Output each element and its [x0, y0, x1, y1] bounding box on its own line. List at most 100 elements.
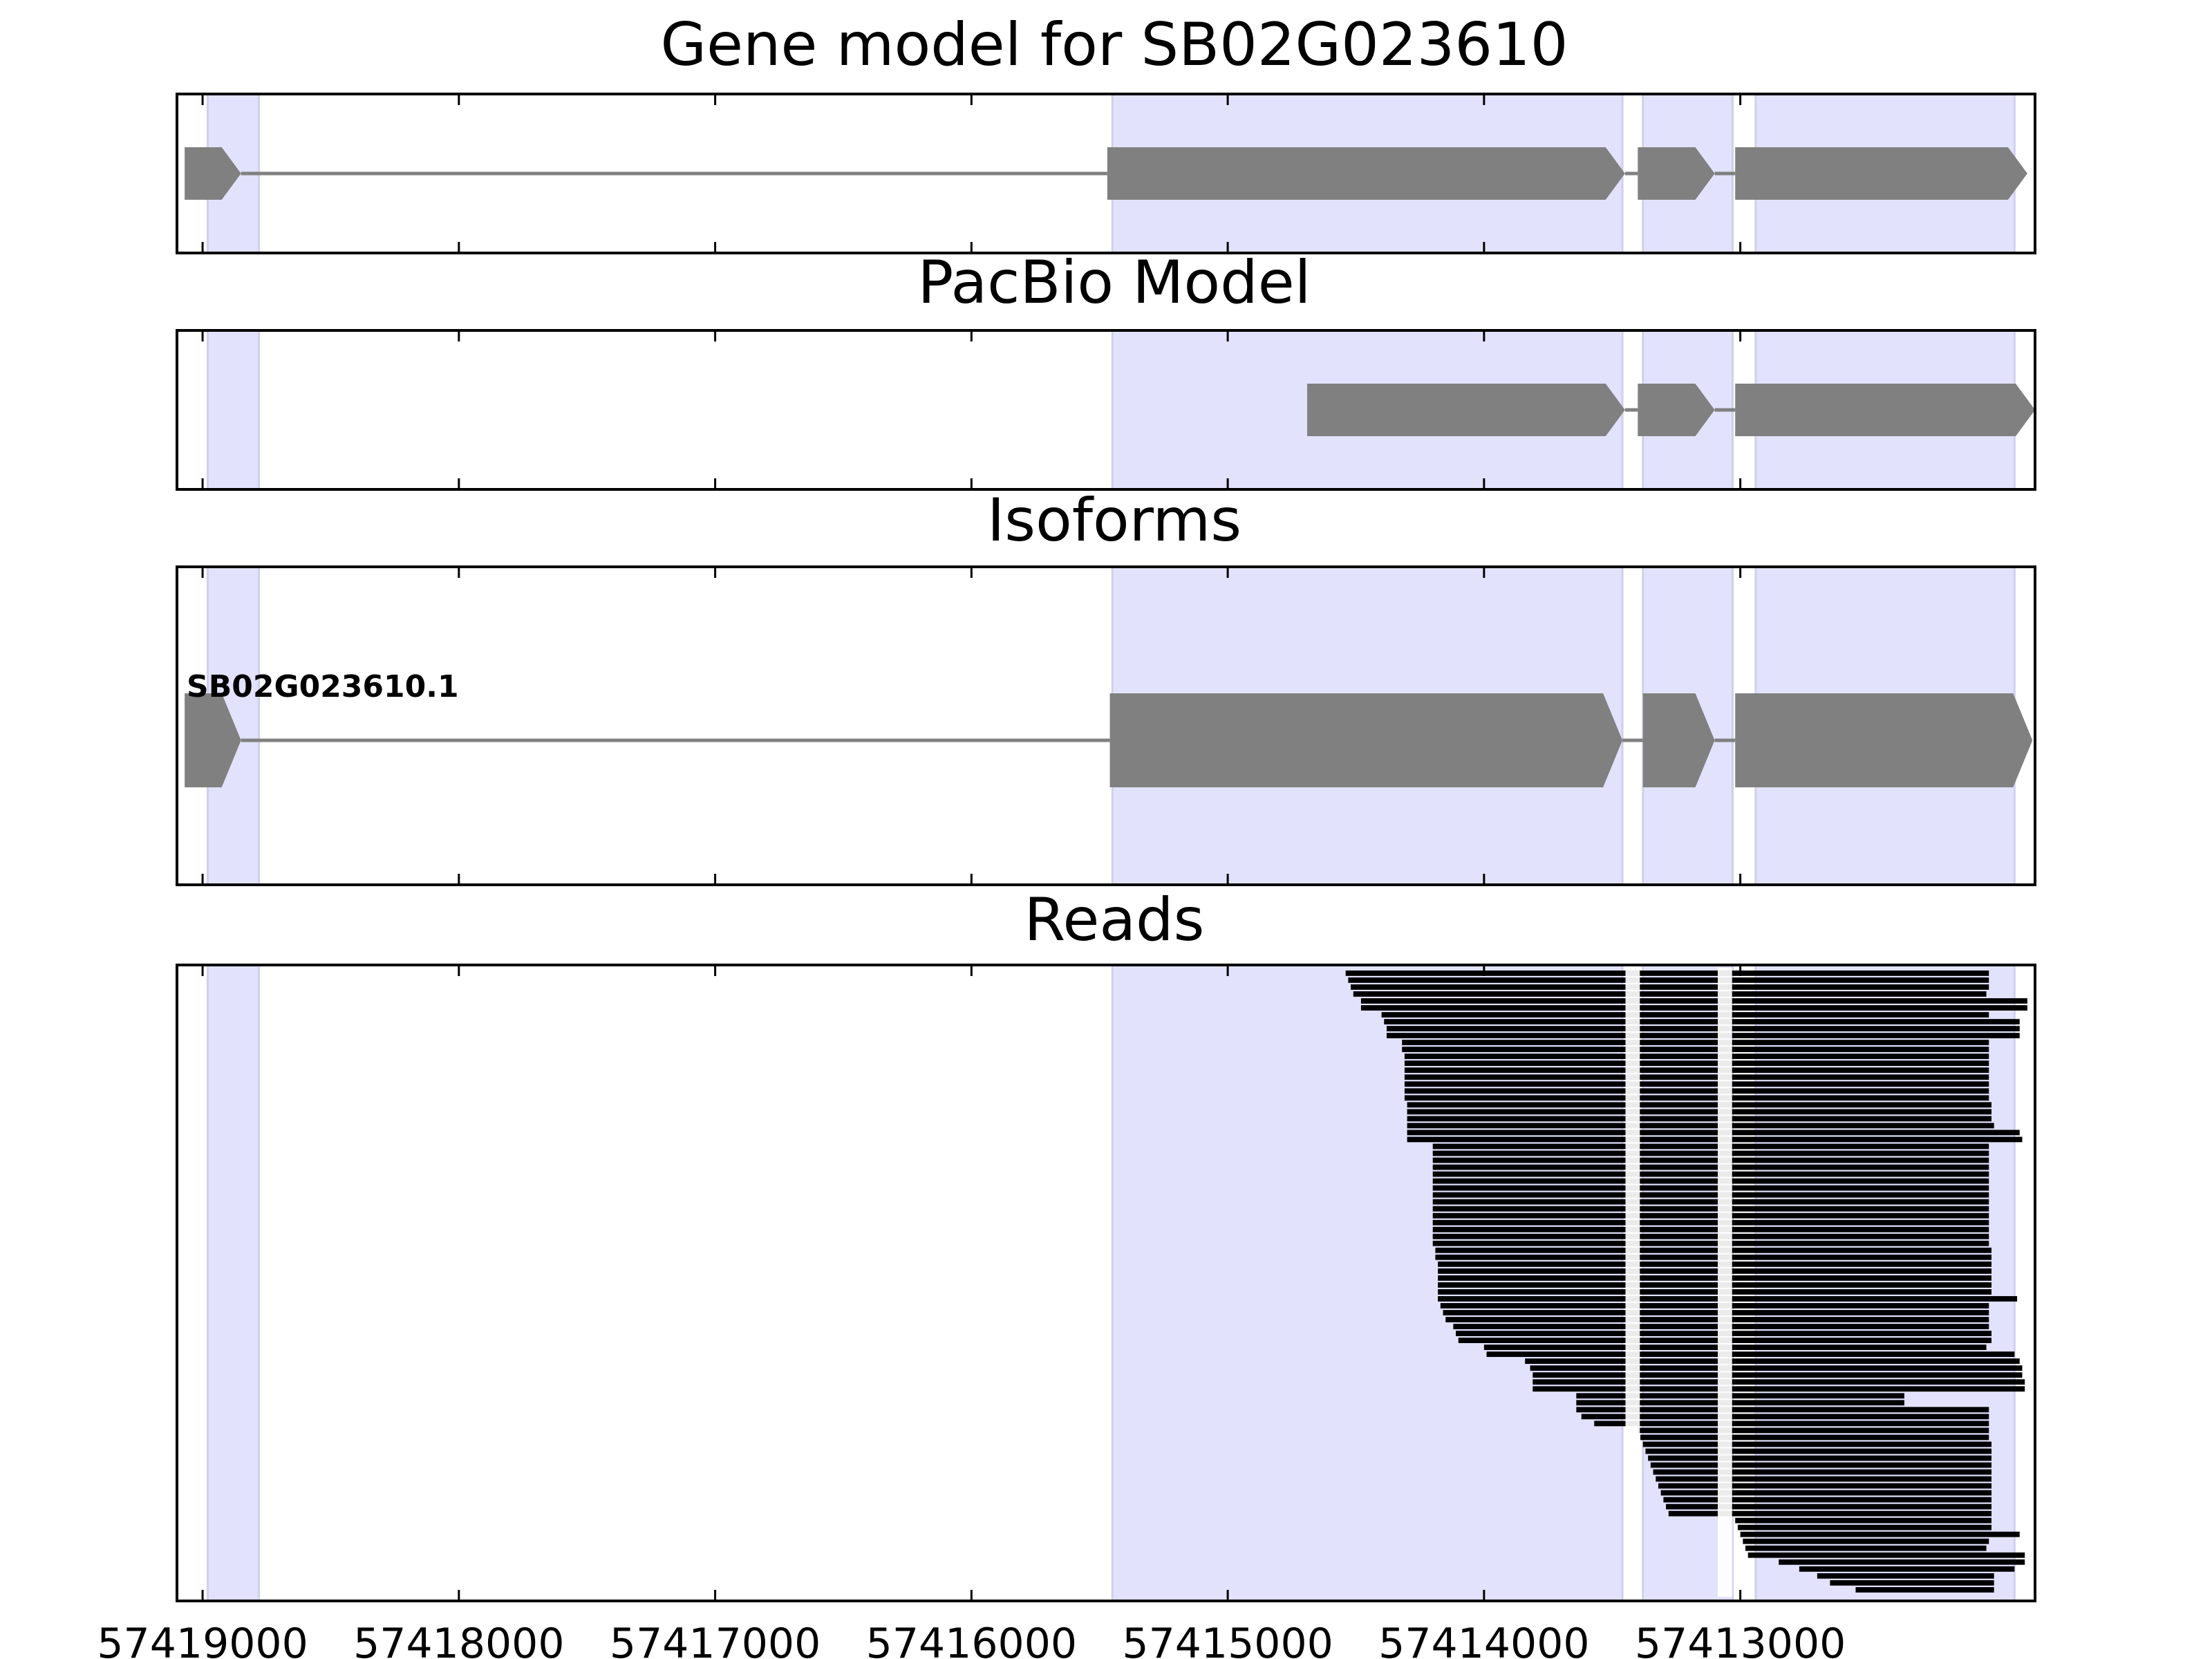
x-axis-tick-labels: 57419000 57418000 57417000 57416000 5741… — [97, 1620, 1846, 1659]
read-bar — [1648, 1455, 1991, 1461]
read-bar — [1438, 1275, 1991, 1281]
panel-frame — [176, 964, 2036, 1602]
read-bar — [1438, 1268, 1991, 1274]
read-bar — [1663, 1497, 1991, 1503]
read-bar — [1345, 971, 1989, 976]
read-bar — [1432, 1212, 1989, 1219]
read-bar — [1830, 1580, 1994, 1586]
read-bar — [1386, 1033, 2020, 1039]
read-bar — [1656, 1476, 1991, 1482]
read-bar — [1404, 1060, 1989, 1067]
read-bar — [1737, 1524, 1991, 1530]
exon-highlight-band — [206, 329, 261, 491]
read-bar — [1650, 1462, 1991, 1468]
exon-block — [1642, 693, 1715, 787]
read-bar — [1407, 1116, 1991, 1122]
read-bar — [1666, 1503, 1991, 1510]
read-bar — [1348, 977, 1989, 983]
read-bar — [1581, 1414, 1989, 1420]
exon-block — [185, 693, 241, 787]
read-bar — [1638, 1427, 1989, 1434]
read-bar — [1445, 1317, 1989, 1322]
read-bar — [1440, 1303, 1989, 1309]
read-bar — [1384, 1019, 2020, 1024]
read-bar — [1402, 1040, 1989, 1046]
x-tick-label: 57418000 — [353, 1620, 564, 1659]
read-bar — [1747, 1552, 2025, 1558]
gene-model-plot — [176, 93, 2036, 254]
read-bar — [1404, 1074, 1989, 1080]
read-bar — [1404, 1088, 1989, 1094]
read-bar — [1530, 1365, 2023, 1371]
intron-gap — [1625, 968, 1640, 1597]
panel-title-pacbio-model: PacBio Model — [917, 248, 1311, 317]
read-bar — [1533, 1386, 2025, 1392]
panel-gene-model: Gene model for SB02G023610 — [176, 10, 2036, 254]
read-bar — [1658, 1483, 1991, 1489]
read-bar — [1735, 1517, 1991, 1524]
reads-plot — [176, 964, 2036, 1602]
exon-block — [1638, 384, 1715, 436]
read-bar — [1483, 1344, 1987, 1351]
read-bar — [1432, 1240, 1989, 1246]
read-bar — [1533, 1372, 2023, 1378]
panel-isoforms: Isoforms SB02G023610.1 — [176, 486, 2036, 886]
read-bar — [1351, 984, 1989, 990]
read-bar — [1404, 1067, 1989, 1074]
panel-title-reads: Reads — [1024, 885, 1205, 955]
exon-block — [1735, 384, 2035, 436]
read-bar — [1353, 991, 1987, 997]
read-bar — [1486, 1351, 2015, 1358]
read-bar — [1360, 1005, 2027, 1011]
read-bar — [1432, 1219, 1989, 1226]
panel-frame — [176, 93, 2036, 254]
exon-block — [1735, 147, 2027, 200]
panel-reads: Reads — [176, 885, 2036, 1602]
x-tick-label: 57416000 — [866, 1620, 1077, 1659]
read-bar — [1432, 1192, 1989, 1198]
read-bar — [1404, 1081, 1989, 1087]
panel-frame — [176, 329, 2036, 491]
read-bar — [1407, 1123, 1994, 1129]
panel-title-gene-model: Gene model for SB02G023610 — [661, 10, 1568, 79]
read-bar — [1404, 1095, 1989, 1101]
read-bar — [1432, 1206, 1989, 1212]
x-tick-label: 57417000 — [610, 1620, 821, 1659]
read-bar — [1432, 1185, 1989, 1191]
exon-highlight-band — [206, 964, 261, 1602]
exon-block — [1107, 147, 1625, 200]
read-bar — [1668, 1510, 1991, 1517]
panel-frame — [176, 565, 2036, 886]
read-bar — [1576, 1393, 1904, 1399]
panel-title-isoforms: Isoforms — [987, 486, 1241, 555]
read-bar — [1743, 1538, 1989, 1544]
read-bar — [1740, 1531, 2020, 1537]
exon-block — [1109, 693, 1623, 787]
read-bar — [1817, 1573, 1994, 1579]
read-bar — [1576, 1400, 1904, 1406]
exon-block — [1735, 693, 2033, 787]
read-bar — [1432, 1143, 1989, 1150]
read-bar — [1432, 1150, 1989, 1156]
read-bar — [1435, 1247, 1991, 1253]
read-bar — [1533, 1379, 2025, 1385]
read-bar — [1438, 1282, 1991, 1288]
read-bar — [1404, 1053, 1989, 1060]
read-bar — [1594, 1421, 1989, 1427]
x-tick-label: 57414000 — [1378, 1620, 1589, 1659]
read-bar — [1407, 1130, 2020, 1136]
read-bar — [1432, 1178, 1989, 1184]
read-bar — [1381, 1012, 1989, 1018]
read-bar — [1407, 1109, 1991, 1115]
exon-block — [185, 147, 241, 200]
read-bar — [1799, 1566, 2015, 1572]
read-bar — [1432, 1233, 1989, 1239]
read-bar — [1443, 1310, 1989, 1315]
read-bar — [1432, 1157, 1989, 1163]
read-bar — [1576, 1407, 1989, 1413]
read-bar — [1653, 1469, 1991, 1475]
read-bar — [1432, 1171, 1989, 1177]
read-bar — [1386, 1026, 2020, 1031]
read-bar — [1402, 1047, 1989, 1053]
